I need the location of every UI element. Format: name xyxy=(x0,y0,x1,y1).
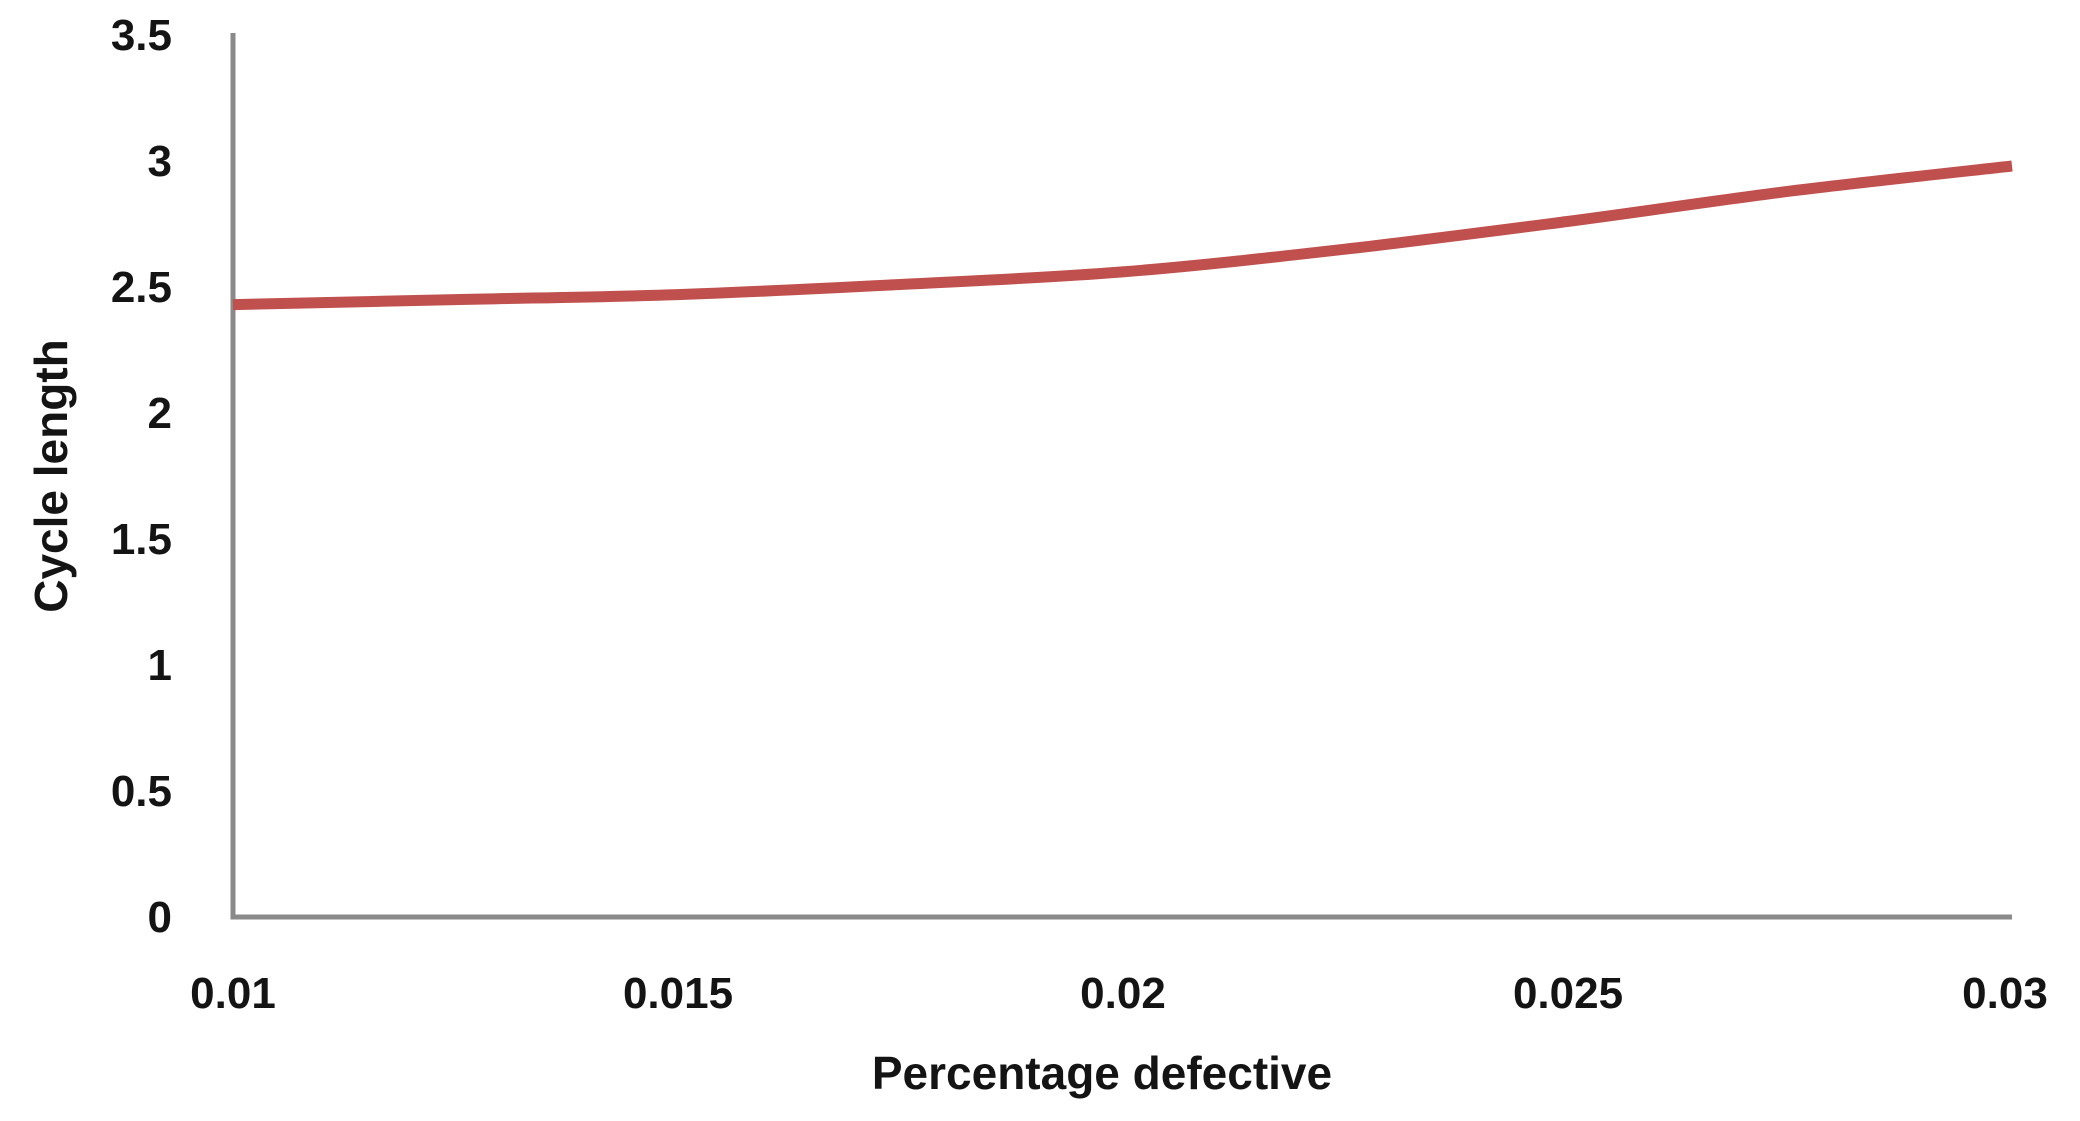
y-tick-label: 3 xyxy=(148,137,172,186)
y-tick-label: 1.5 xyxy=(111,515,172,564)
y-tick-label: 3.5 xyxy=(111,11,172,60)
series-line xyxy=(232,160,2013,311)
x-tick-label: 0.015 xyxy=(623,969,733,1018)
y-tick-label: 0 xyxy=(148,893,172,942)
y-tick-label: 0.5 xyxy=(111,767,172,816)
x-tick-label: 0.02 xyxy=(1080,969,1166,1018)
x-tick-label: 0.025 xyxy=(1513,969,1623,1018)
y-tick-label: 2 xyxy=(148,389,172,438)
x-tick-label: 0.03 xyxy=(1962,969,2048,1018)
y-axis-title: Cycle length xyxy=(25,339,77,613)
x-tick-label: 0.01 xyxy=(190,969,276,1018)
y-tick-label: 2.5 xyxy=(111,263,172,312)
x-axis-title: Percentage defective xyxy=(872,1047,1332,1099)
y-tick-label: 1 xyxy=(148,641,172,690)
axis-lines xyxy=(230,33,2012,920)
